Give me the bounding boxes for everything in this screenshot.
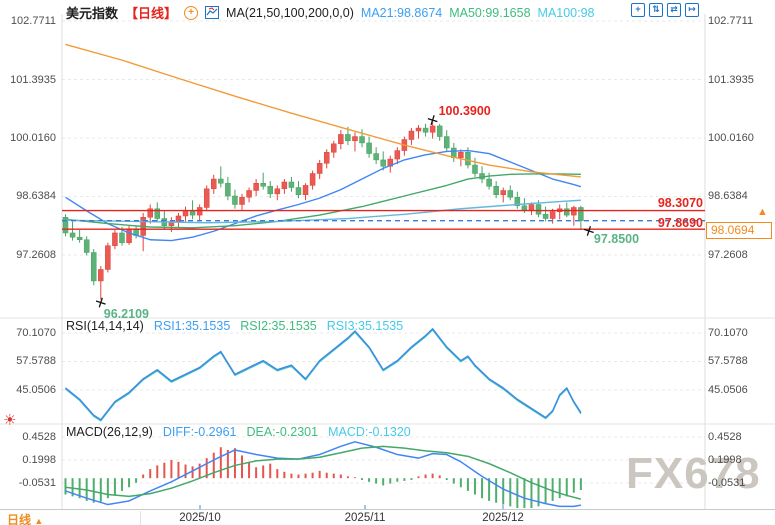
ma100-value: MA100:98 xyxy=(537,5,595,20)
axis-tick-label: 98.6384 xyxy=(16,190,56,203)
axis-tick-label: 45.0506 xyxy=(708,383,748,396)
sun-marker-icon[interactable]: ☀ xyxy=(3,412,17,429)
fit-vertical-icon[interactable]: ⇅ xyxy=(649,3,663,17)
support-level-label: 97.8690 xyxy=(657,216,703,230)
axis-tick-label: 101.3935 xyxy=(10,73,56,86)
period-arrow-icon: ▲ xyxy=(34,516,44,525)
resistance-level-label: 98.3070 xyxy=(657,196,703,210)
period-selector[interactable]: 日线 ▲ xyxy=(7,513,44,525)
ma-settings-label[interactable]: MA(21,50,100,200,0,0) xyxy=(226,5,354,20)
axis-tick-label: 101.3935 xyxy=(708,73,754,86)
date-axis-label: 2025/11 xyxy=(344,512,386,524)
watermark: FX678 xyxy=(626,449,761,498)
move-chart-icon[interactable]: + xyxy=(631,3,645,17)
ma50-value: MA50:99.1658 xyxy=(449,5,531,20)
macd-value: MACD:-0.1320 xyxy=(328,425,411,439)
ma-indicator-icon[interactable] xyxy=(205,6,220,19)
fit-horizontal-icon[interactable]: ⇄ xyxy=(667,3,681,17)
axis-tick-label: 0.4528 xyxy=(708,431,742,443)
axis-tick-label: 97.2608 xyxy=(708,249,748,261)
symbol-name: 美元指数 xyxy=(66,6,119,21)
axis-tick-label: 57.5788 xyxy=(708,355,748,368)
date-axis-label: 2025/10 xyxy=(179,512,221,524)
go-to-latest-icon[interactable]: ↦ xyxy=(685,3,699,17)
rsi-header: RSI(14,14,14) RSI1:35.1535 RSI2:35.1535 … xyxy=(66,319,403,333)
macd-header: MACD(26,12,9) DIFF:-0.2961 DEA:-0.2301 M… xyxy=(66,425,411,439)
period-tag[interactable]: 【日线】 xyxy=(125,6,178,21)
axis-tick-label: 70.1070 xyxy=(708,327,748,339)
chart-header: 美元指数 【日线】 + MA(21,50,100,200,0,0) MA21:9… xyxy=(66,3,595,22)
rsi-title[interactable]: RSI(14,14,14) xyxy=(66,319,144,333)
add-indicator-icon[interactable]: + xyxy=(184,5,199,20)
low-price-label: 96.2109 xyxy=(103,306,149,321)
axis-tick-label: 98.6384 xyxy=(708,190,748,203)
axis-tick-label: -0.0531 xyxy=(708,477,746,489)
rsi2-value: RSI2:35.1535 xyxy=(240,319,317,333)
axis-tick-label: 57.5788 xyxy=(16,355,56,368)
axis-tick-label: 0.1998 xyxy=(708,454,742,466)
rsi3-value: RSI3:35.1535 xyxy=(326,319,404,333)
axis-tick-label: 100.0160 xyxy=(10,131,56,144)
axis-tick-label: 70.1070 xyxy=(16,327,56,339)
axis-tick-label: 100.0160 xyxy=(708,131,754,144)
rsi1-value: RSI1:35.1535 xyxy=(153,319,231,333)
date-axis-label: 2025/12 xyxy=(482,512,524,524)
last-low-label: 97.8500 xyxy=(593,231,640,246)
axis-tick-label: 97.2608 xyxy=(16,249,56,261)
dea-value: DEA:-0.2301 xyxy=(246,425,319,439)
axis-divider xyxy=(140,511,141,525)
diff-value: DIFF:-0.2961 xyxy=(162,425,237,439)
current-price-box: 98.0694 xyxy=(706,222,772,239)
macd-title[interactable]: MACD(26,12,9) xyxy=(66,425,153,439)
axis-tick-label: 45.0506 xyxy=(16,383,56,396)
axis-tick-label: 0.1998 xyxy=(22,454,56,466)
axis-tick-label: 102.7711 xyxy=(10,15,56,27)
price-up-arrow-icon: ▲ xyxy=(757,206,768,218)
time-axis-bar: 日线 ▲ 2025/10 2025/11 2025/12 xyxy=(0,509,775,525)
high-price-label: 100.3900 xyxy=(438,104,491,119)
axis-tick-label: 102.7711 xyxy=(708,15,754,27)
ma21-value: MA21:98.8674 xyxy=(360,5,443,20)
chart-toolbar: + ⇅ ⇄ ↦ xyxy=(631,3,699,17)
axis-tick-label: -0.0531 xyxy=(18,477,56,489)
axis-tick-label: 0.4528 xyxy=(22,431,56,443)
